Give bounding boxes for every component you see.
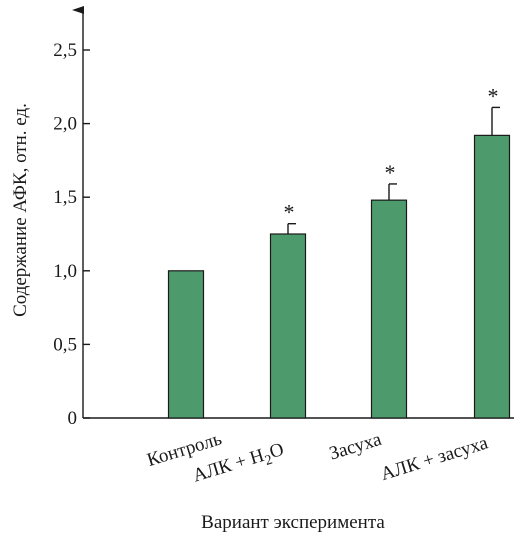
category-label: Засуха bbox=[327, 429, 385, 465]
bars bbox=[167, 134, 511, 419]
bar bbox=[269, 233, 307, 419]
bar bbox=[473, 134, 511, 419]
bar bbox=[167, 270, 205, 419]
significance-star: * bbox=[488, 83, 499, 108]
significance-star: * bbox=[284, 200, 295, 225]
significance-star: * bbox=[385, 160, 396, 185]
bar bbox=[370, 199, 408, 419]
y-ticks: 0 0,5 1,0 1,5 2,0 2,5 bbox=[53, 40, 90, 429]
y-tick-label: 1,5 bbox=[53, 187, 77, 208]
y-tick-label: 2,5 bbox=[53, 40, 77, 61]
x-axis-title: Вариант эксперимента bbox=[201, 512, 385, 533]
y-axis-title: Содержание АФК, отн. ед. bbox=[10, 103, 31, 317]
y-tick-label: 0,5 bbox=[53, 334, 77, 355]
category-label: АЛК + засуха bbox=[378, 432, 491, 485]
significance-markers: * * * bbox=[284, 83, 499, 224]
y-tick-label: 2,0 bbox=[53, 114, 77, 135]
y-tick-label: 0 bbox=[68, 408, 78, 429]
error-bars bbox=[287, 106, 500, 234]
y-tick-label: 1,0 bbox=[53, 261, 77, 282]
